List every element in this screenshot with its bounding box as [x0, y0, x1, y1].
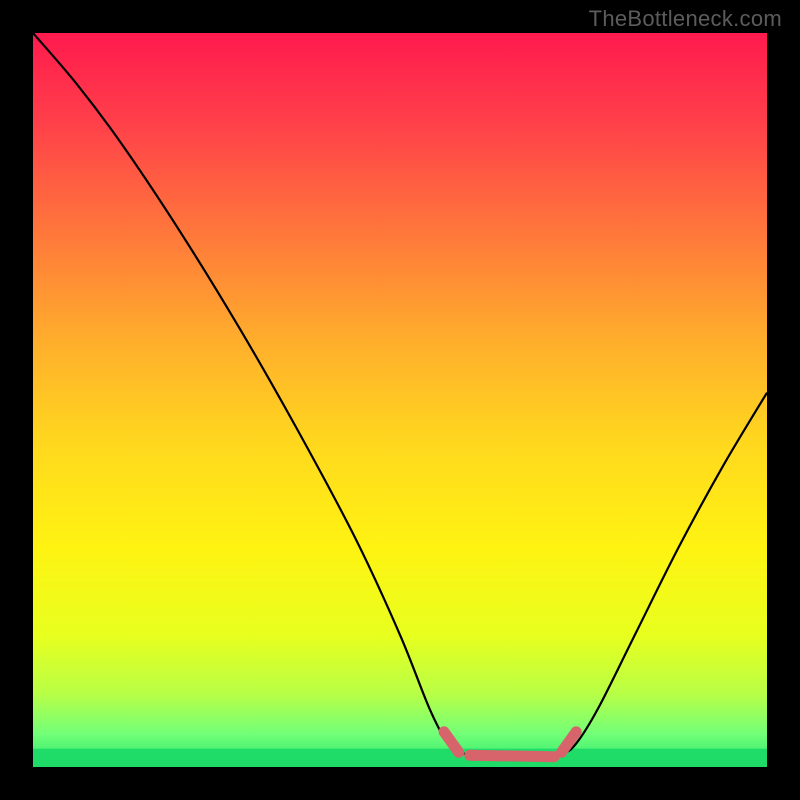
chart-plot-area: [33, 33, 767, 767]
marker-segment: [470, 755, 554, 756]
chart-container: TheBottleneck.com: [0, 0, 800, 800]
watermark-text: TheBottleneck.com: [589, 6, 782, 32]
chart-green-band: [33, 749, 767, 767]
bottleneck-chart: [0, 0, 800, 800]
